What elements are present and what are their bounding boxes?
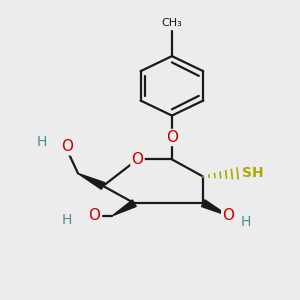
Text: O: O (88, 208, 100, 223)
Text: SH: SH (242, 167, 264, 181)
Text: O: O (61, 140, 73, 154)
Text: O: O (131, 152, 143, 167)
Text: H: H (241, 215, 251, 229)
Polygon shape (112, 200, 136, 216)
Text: H: H (61, 213, 72, 227)
Text: O: O (166, 130, 178, 145)
Polygon shape (78, 173, 105, 189)
Text: CH₃: CH₃ (161, 18, 182, 28)
Text: H: H (36, 135, 47, 149)
Polygon shape (202, 200, 228, 216)
Text: O: O (222, 208, 234, 223)
